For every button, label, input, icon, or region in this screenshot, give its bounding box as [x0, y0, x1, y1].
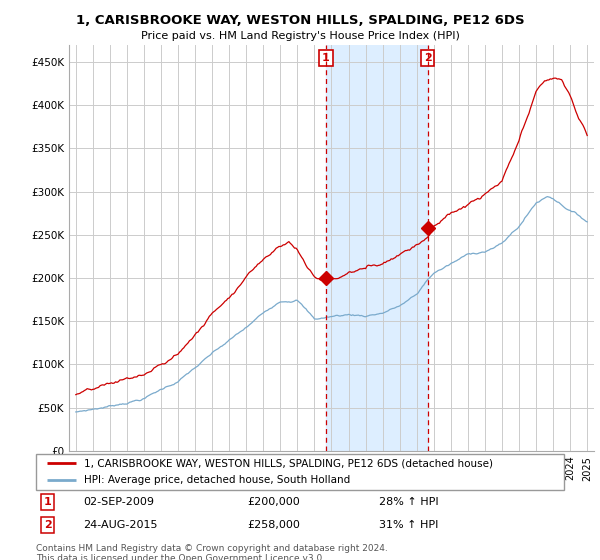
Text: 1, CARISBROOKE WAY, WESTON HILLS, SPALDING, PE12 6DS (detached house): 1, CARISBROOKE WAY, WESTON HILLS, SPALDI… — [83, 459, 493, 468]
Text: HPI: Average price, detached house, South Holland: HPI: Average price, detached house, Sout… — [83, 475, 350, 485]
Text: 1: 1 — [44, 497, 52, 507]
Text: 31% ↑ HPI: 31% ↑ HPI — [379, 520, 439, 530]
Text: Price paid vs. HM Land Registry's House Price Index (HPI): Price paid vs. HM Land Registry's House … — [140, 31, 460, 41]
Text: 2: 2 — [424, 53, 431, 63]
Text: Contains HM Land Registry data © Crown copyright and database right 2024.: Contains HM Land Registry data © Crown c… — [36, 544, 388, 553]
Text: This data is licensed under the Open Government Licence v3.0.: This data is licensed under the Open Gov… — [36, 554, 325, 560]
Text: 1, CARISBROOKE WAY, WESTON HILLS, SPALDING, PE12 6DS: 1, CARISBROOKE WAY, WESTON HILLS, SPALDI… — [76, 14, 524, 27]
Text: £258,000: £258,000 — [247, 520, 300, 530]
Text: 1: 1 — [322, 53, 330, 63]
Text: 24-AUG-2015: 24-AUG-2015 — [83, 520, 158, 530]
Text: £200,000: £200,000 — [247, 497, 300, 507]
Text: 2: 2 — [44, 520, 52, 530]
Text: 02-SEP-2009: 02-SEP-2009 — [83, 497, 155, 507]
Bar — [326, 45, 428, 451]
Text: 28% ↑ HPI: 28% ↑ HPI — [379, 497, 439, 507]
FancyBboxPatch shape — [36, 454, 564, 490]
